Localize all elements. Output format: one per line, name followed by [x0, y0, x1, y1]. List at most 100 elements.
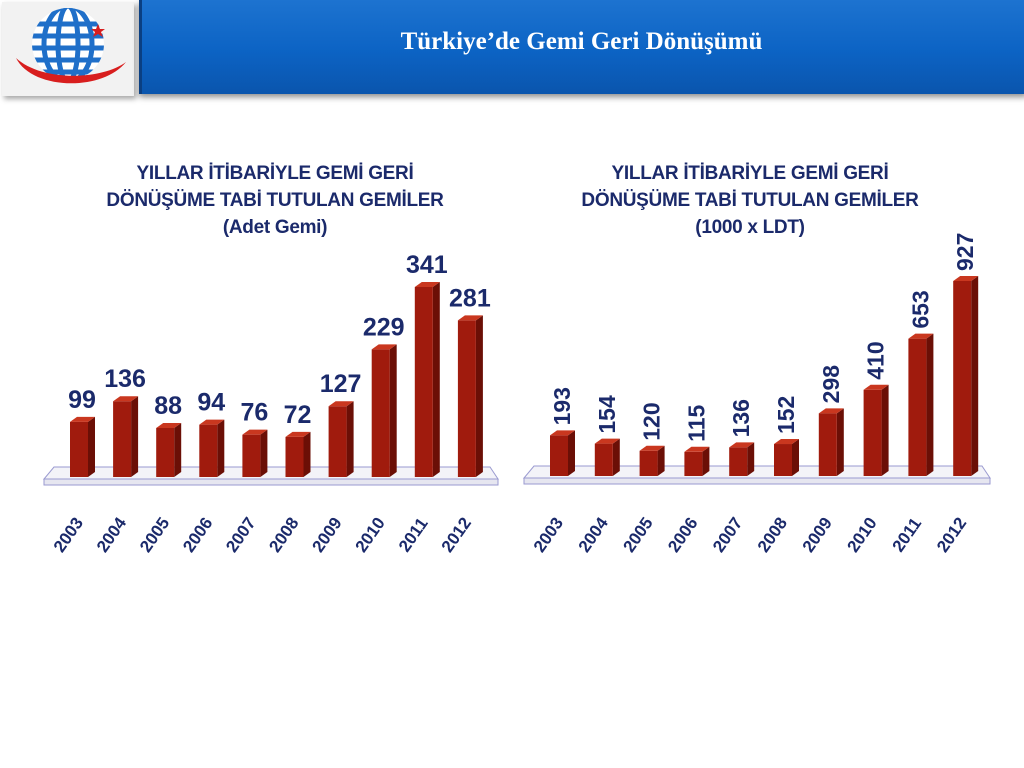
bar-side	[747, 442, 755, 476]
chart-title-line-1: YILLAR İTİBARİYLE GEMİ GERİ	[136, 163, 414, 184]
bar-top	[550, 430, 575, 436]
chart-title-line-3: (1000 x LDT)	[695, 217, 805, 238]
chart-title-line-3: (Adet Gemi)	[222, 217, 328, 238]
bar-front	[953, 281, 972, 476]
value-label: 99	[68, 386, 96, 414]
value-label: 154	[594, 395, 620, 434]
chart-floor-edge	[43, 478, 499, 486]
bar-front	[285, 436, 304, 477]
bar-side	[88, 416, 95, 477]
bar-top	[242, 429, 268, 435]
bar-front	[908, 338, 927, 476]
chart-title-line-2: DÖNÜŞÜME TABİ TUTULAN GEMİLER	[581, 190, 919, 211]
category-label: 2007	[709, 514, 746, 556]
bar-side	[836, 408, 844, 476]
category-label: 2008	[265, 514, 302, 556]
bar-front	[328, 406, 347, 477]
bar-top	[863, 384, 889, 390]
value-label: 281	[449, 284, 491, 312]
category-label: 2006	[179, 514, 216, 556]
bar-2008	[285, 431, 311, 477]
chart-floor-edge	[523, 477, 991, 485]
bar-side	[475, 315, 483, 477]
chart-title: YILLAR İTİBARİYLE GEMİ GERİ DÖNÜŞÜME TAB…	[80, 160, 470, 241]
category-label: 2004	[93, 513, 131, 555]
bar-2011	[414, 282, 440, 477]
bar-side	[881, 384, 889, 476]
value-label: 94	[197, 389, 225, 417]
value-label: 653	[907, 290, 933, 328]
bar-top	[457, 315, 483, 321]
value-label: 127	[320, 370, 362, 398]
bar-top	[818, 408, 844, 414]
bar-2004	[594, 438, 620, 476]
category-label: 2012	[933, 514, 970, 556]
chart-plot: 99 2003 136 2004 88 2005 94 2006 76 2007 72 2008 127…	[42, 251, 499, 556]
bar-2010	[371, 344, 397, 477]
bar-side	[657, 445, 665, 476]
logo-box	[2, 2, 134, 96]
bar-top	[328, 401, 354, 407]
bar-side	[971, 276, 979, 476]
value-label: 410	[863, 341, 889, 379]
value-label: 229	[363, 313, 405, 341]
bar-side	[217, 419, 225, 477]
category-label: 2009	[308, 514, 345, 556]
chart-title-line-2: DÖNÜŞÜME TABİ TUTULAN GEMİLER	[106, 190, 444, 211]
bar-2011	[908, 333, 934, 476]
category-label: 2005	[136, 514, 173, 556]
header-bar	[139, 0, 1024, 94]
value-label: 88	[154, 392, 182, 420]
bar-2006	[684, 446, 710, 476]
bar-front	[684, 451, 703, 476]
bar-front	[414, 287, 433, 477]
bar-front	[863, 389, 882, 476]
category-label: 2005	[619, 514, 656, 556]
bar-front	[70, 421, 88, 477]
bar-2005	[639, 445, 665, 476]
bar-side	[612, 438, 620, 476]
chart-ship-count: YILLAR İTİBARİYLE GEMİ GERİ DÖNÜŞÜME TAB…	[40, 150, 510, 570]
bar-front	[818, 413, 837, 476]
category-label: 2007	[222, 514, 259, 556]
bar-top	[684, 446, 710, 452]
category-label: 2011	[889, 514, 926, 555]
bar-side	[702, 446, 710, 476]
category-label: 2006	[664, 514, 701, 556]
bar-side	[792, 439, 799, 476]
bar-front	[199, 424, 218, 477]
bar-side	[131, 396, 139, 477]
bar-top	[594, 438, 620, 444]
value-label: 136	[728, 399, 754, 437]
bar-2007	[242, 429, 268, 477]
value-label: 341	[406, 251, 448, 279]
globe-logo-icon	[16, 8, 126, 84]
bar-2006	[199, 419, 225, 477]
category-label: 2012	[438, 514, 475, 556]
category-label: 2003	[50, 514, 87, 556]
chart-title-line-1: YILLAR İTİBARİYLE GEMİ GERİ	[611, 163, 889, 184]
value-label: 298	[818, 365, 844, 404]
bar-side	[260, 429, 268, 477]
bar-side	[303, 431, 311, 477]
bar-2008	[774, 439, 799, 476]
bar-top	[908, 333, 934, 339]
bar-front	[550, 435, 568, 476]
bar-front	[156, 427, 175, 477]
bar-top	[639, 445, 665, 451]
bar-2012	[953, 276, 979, 476]
bar-front	[639, 450, 658, 476]
bar-2003	[70, 416, 95, 477]
bar-front	[774, 444, 792, 476]
bar-front	[113, 401, 132, 477]
bar-2005	[156, 422, 182, 477]
bar-top	[113, 396, 139, 402]
bar-side	[926, 333, 934, 476]
bar-top	[371, 344, 397, 350]
bar-2010	[863, 384, 889, 476]
category-label: 2003	[530, 514, 567, 556]
bar-2009	[328, 401, 354, 477]
bar-2004	[113, 396, 139, 477]
bar-front	[371, 349, 390, 477]
category-label: 2004	[575, 513, 613, 555]
